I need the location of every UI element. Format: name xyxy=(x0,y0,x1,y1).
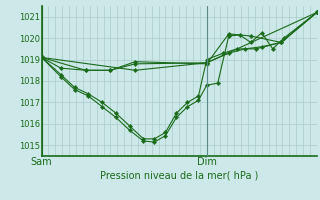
X-axis label: Pression niveau de la mer( hPa ): Pression niveau de la mer( hPa ) xyxy=(100,170,258,180)
